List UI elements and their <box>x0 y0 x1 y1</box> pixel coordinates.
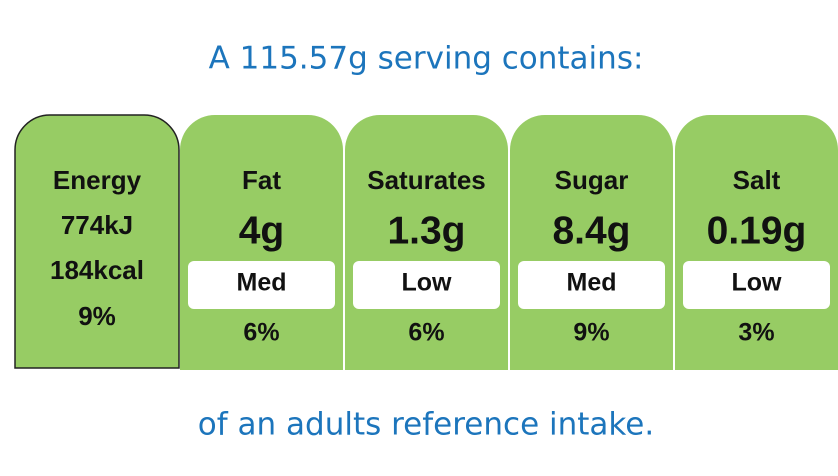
nutrient-name: Salt <box>733 165 781 195</box>
header-title: A 115.57g serving contains: <box>209 41 644 77</box>
level-box <box>353 261 500 309</box>
nutrient-name: Saturates <box>367 165 486 195</box>
energy-percent: 9% <box>78 301 116 331</box>
level-box <box>683 261 830 309</box>
energy-label: Energy <box>53 165 142 195</box>
nutrient-level: Low <box>402 269 453 297</box>
nutrient-percent: 6% <box>243 319 279 347</box>
level-box <box>188 261 335 309</box>
energy-box <box>14 114 180 369</box>
nutrient-level: Med <box>567 269 617 297</box>
nutrient-level: Low <box>732 269 783 297</box>
nutrient-percent: 6% <box>408 319 444 347</box>
nutrient-amount: 0.19g <box>707 209 807 252</box>
energy-kj: 774kJ <box>61 210 133 240</box>
nutrient-name: Sugar <box>555 165 629 195</box>
nutrient-amount: 8.4g <box>552 209 630 252</box>
nutrient-level: Med <box>237 269 287 297</box>
footer-text: of an adults reference intake. <box>198 407 654 443</box>
nutrient-amount: 1.3g <box>387 209 465 252</box>
level-box <box>518 261 665 309</box>
nutrient-percent: 9% <box>573 319 609 347</box>
nutrient-name: Fat <box>242 165 281 195</box>
nutrient-percent: 3% <box>738 319 774 347</box>
nutrient-amount: 4g <box>239 209 285 252</box>
energy-kcal: 184kcal <box>50 255 144 285</box>
